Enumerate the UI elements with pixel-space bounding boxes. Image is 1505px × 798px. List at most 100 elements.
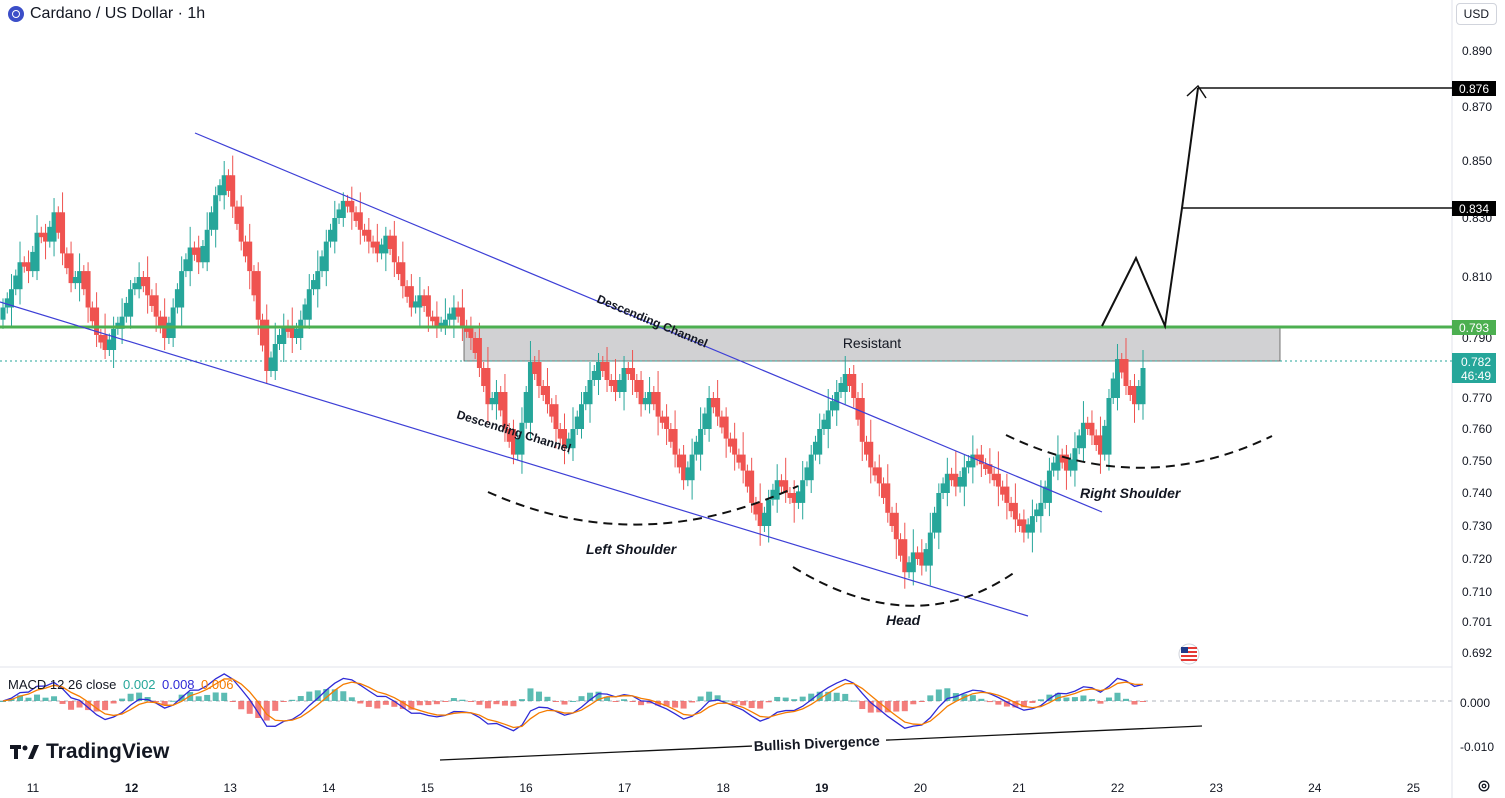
macd-bar-84 (714, 695, 721, 701)
candle-22b (191, 241, 197, 261)
candle-4 (34, 215, 40, 281)
macd-bar-105 (893, 701, 900, 712)
macd-bar-19 (161, 701, 168, 706)
macd-bar-87 (740, 701, 747, 706)
symbol-title[interactable]: Cardano / US Dollar · 1h (30, 5, 206, 22)
resistance-tag-bg (1452, 320, 1496, 335)
candle-112 (953, 451, 959, 497)
macd-bar-95 (808, 693, 815, 701)
candle-75b (642, 392, 648, 411)
target-mid-tag-bg (1452, 201, 1496, 216)
macd-bar-52 (442, 701, 449, 702)
candle-24b (208, 206, 214, 236)
candle-51 (434, 301, 440, 338)
time-tick-21: 21 (1012, 781, 1026, 795)
macd-bar-116 (986, 701, 993, 703)
macd-bar-98 (833, 692, 840, 701)
macd-bar-133 (1131, 701, 1138, 705)
macd-bar-24 (204, 694, 211, 701)
macd-bar-107 (910, 701, 917, 705)
candle-42b (362, 223, 368, 242)
macd-bar-117 (995, 701, 1002, 705)
macd-bar-101 (859, 701, 866, 710)
candle-41 (349, 186, 355, 230)
macd-bar-18 (153, 701, 160, 702)
candle-110 (936, 483, 942, 550)
macd-bar-4 (34, 694, 41, 701)
candle-80b (685, 461, 691, 487)
right-shoulder-arc (1005, 434, 1273, 469)
macd-bar-104 (884, 701, 891, 713)
us-flag-icon[interactable] (1178, 643, 1200, 665)
macd-bar-41 (348, 697, 355, 701)
candle-37 (315, 250, 321, 308)
candle-2 (17, 241, 23, 305)
left-shoulder-arc (487, 485, 799, 526)
candle-4b (38, 226, 44, 244)
macd-bar-32 (272, 701, 279, 711)
time-tick-25: 25 (1407, 781, 1421, 795)
candle-88b (753, 496, 759, 521)
macd-bar-51 (433, 701, 440, 705)
candle-102b (872, 461, 878, 482)
price-axis[interactable]: 0.8900.8700.8500.8300.8100.7900.7700.760… (1462, 44, 1492, 660)
candle-86 (732, 422, 738, 471)
candle-47b (404, 280, 410, 303)
candle-91 (774, 464, 780, 513)
tradingview-logo[interactable]: TradingView (10, 740, 169, 764)
gear-icon[interactable] (1477, 779, 1491, 793)
candle-75 (638, 371, 644, 417)
candle-9 (77, 253, 83, 302)
candle-114 (970, 435, 976, 484)
candle-76b (651, 386, 657, 411)
candle-130 (1106, 389, 1112, 471)
candle-11 (94, 292, 100, 347)
macd-bar-132 (1122, 698, 1129, 701)
candle-95b (812, 435, 818, 461)
candle-45 (383, 226, 389, 272)
candle-131b (1119, 353, 1125, 379)
time-tick-23: 23 (1210, 781, 1224, 795)
candle-44b (379, 238, 385, 260)
time-axis[interactable]: 11 12 13 14 15 16 17 18 19 20 21 22 23 24 25 (27, 781, 1421, 795)
macd-bar-86 (731, 701, 738, 704)
price-tick-7: 0.760 (1462, 422, 1492, 436)
candle-27 (230, 155, 236, 218)
currency-button[interactable]: USD (1455, 3, 1497, 25)
macd-bar-7 (59, 701, 66, 704)
macd-bar-114 (969, 695, 976, 701)
macd-bar-6 (51, 696, 58, 701)
candle-105 (893, 502, 899, 559)
candle-16b (140, 271, 146, 293)
macd-bar-11 (93, 701, 100, 712)
candle-50 (425, 286, 431, 332)
left-shoulder-label: Left Shoulder (586, 541, 678, 557)
macd-tick-zero: 0.000 (1460, 696, 1490, 710)
candle-7b (64, 247, 70, 275)
macd-bar-34 (289, 699, 296, 701)
candle-48b (413, 295, 419, 314)
candle-118 (1004, 473, 1010, 520)
candle-31 (264, 304, 270, 383)
candle-116 (987, 448, 993, 484)
macd-bar-126 (1071, 697, 1078, 701)
macd-bar-134 (1140, 701, 1146, 702)
candle-122 (1038, 480, 1044, 533)
candle-113b (966, 455, 972, 474)
candle-120 (1021, 509, 1027, 543)
candle-8b (72, 271, 78, 290)
candle-57b (489, 392, 495, 411)
macd-bar-78 (663, 701, 670, 707)
candle-81 (689, 438, 695, 500)
price-tick-9: 0.740 (1462, 486, 1492, 500)
candle-101b (864, 435, 870, 461)
candle-5 (43, 223, 49, 260)
candle-15 (128, 280, 134, 329)
candle-57 (485, 347, 491, 423)
candle-116b (991, 467, 997, 487)
macd-bar-103 (876, 701, 883, 713)
candle-82 (698, 407, 704, 471)
macd-bar-110 (935, 689, 942, 701)
candle-63b (540, 380, 546, 401)
